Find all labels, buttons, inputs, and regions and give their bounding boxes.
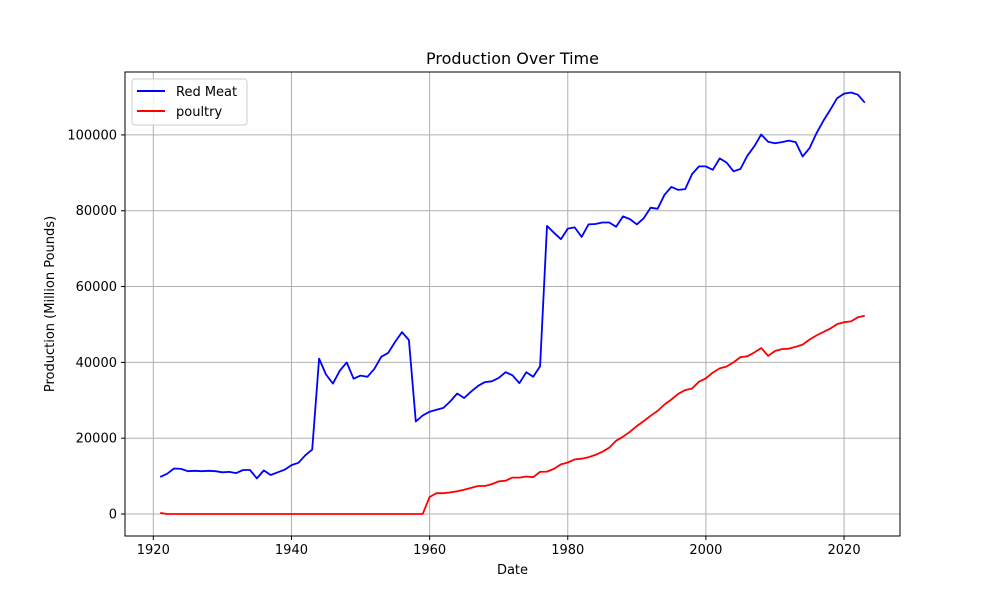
- x-axis-title: Date: [497, 563, 528, 578]
- series-line-red-meat: [159, 91, 866, 480]
- y-tick-label: 100000: [67, 128, 117, 143]
- y-tick-label: 40000: [76, 356, 117, 371]
- chart-title: Production Over Time: [426, 49, 599, 68]
- x-axis-ticks: 1920 1940 1960 1980 2000 2020: [137, 536, 861, 558]
- x-tick-label: 1920: [137, 543, 170, 558]
- legend-label-red-meat: Red Meat: [176, 85, 237, 100]
- legend: Red Meat poultry: [131, 78, 248, 126]
- x-tick-label: 1960: [413, 543, 446, 558]
- x-tick-label: 2000: [689, 543, 722, 558]
- y-axis-title: Production (Million Pounds): [43, 216, 58, 392]
- y-tick-label: 20000: [76, 432, 117, 447]
- series-line-poultry: [160, 314, 865, 515]
- legend-label-poultry: poultry: [176, 105, 222, 120]
- y-tick-label: 60000: [76, 280, 117, 295]
- x-tick-label: 1940: [275, 543, 308, 558]
- y-tick-label: 0: [109, 508, 117, 523]
- y-tick-label: 80000: [76, 204, 117, 219]
- y-axis-ticks: 0 20000 40000 60000 80000 100000: [67, 128, 125, 523]
- series-lines: [159, 91, 866, 515]
- grid-lines: [125, 72, 900, 536]
- plot-frame: [124, 71, 901, 537]
- x-tick-label: 1980: [551, 543, 584, 558]
- x-tick-label: 2020: [828, 543, 861, 558]
